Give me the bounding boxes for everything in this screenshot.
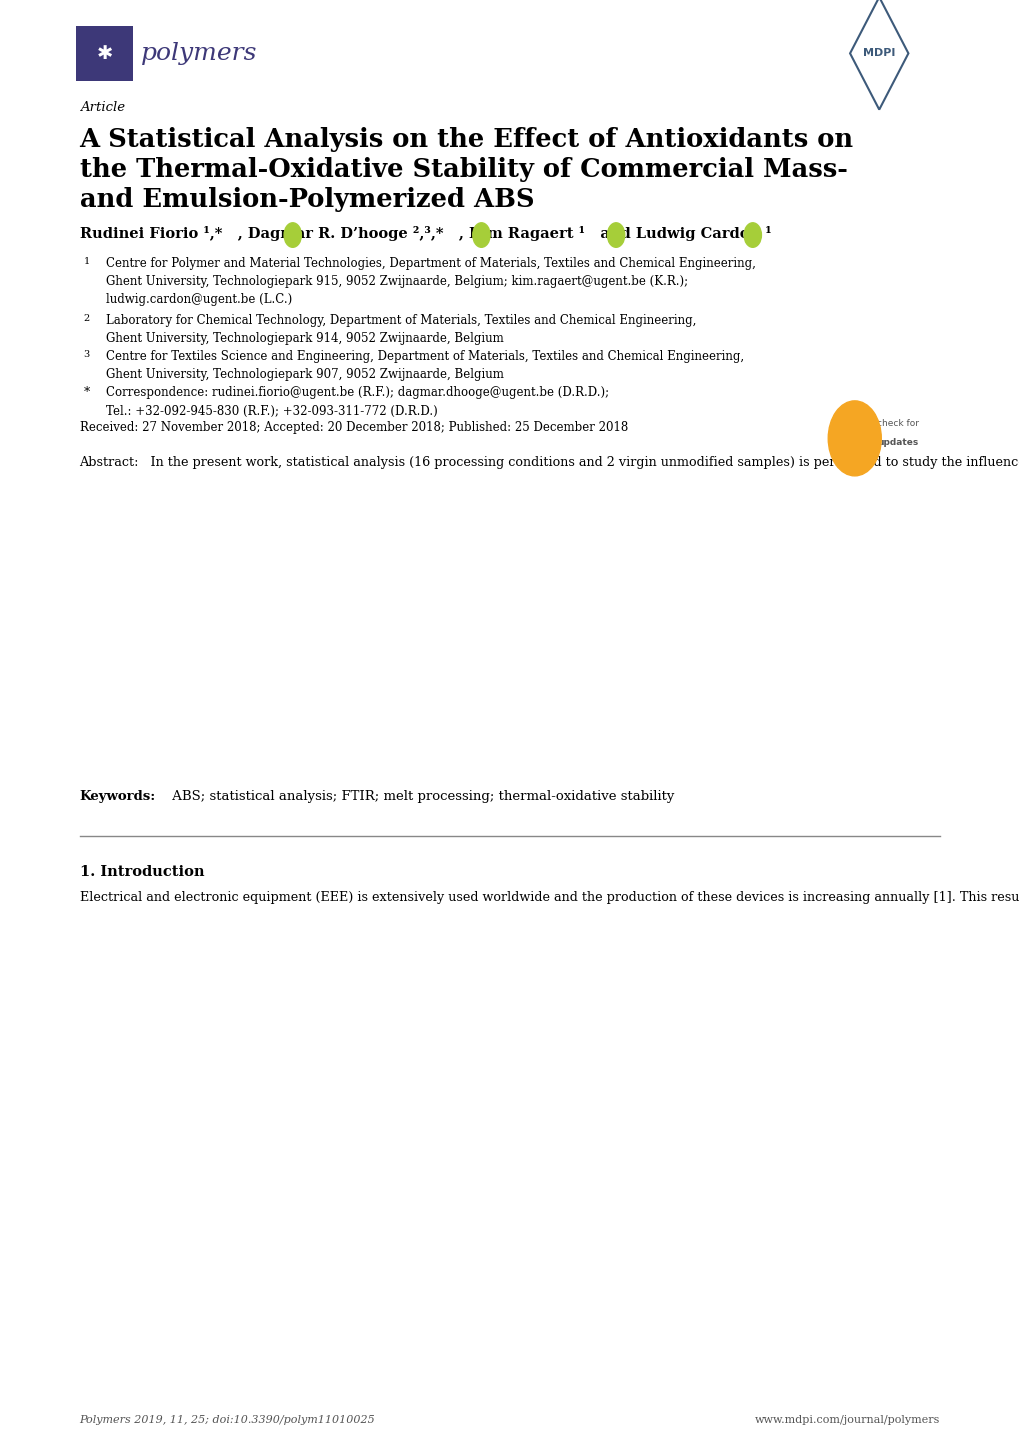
Text: *: * [84,386,90,399]
Text: ABS; statistical analysis; FTIR; melt processing; thermal-oxidative stability: ABS; statistical analysis; FTIR; melt pr… [168,790,674,803]
Text: Article: Article [79,101,124,114]
Text: A Statistical Analysis on the Effect of Antioxidants on: A Statistical Analysis on the Effect of … [79,127,853,151]
Text: Abstract:   In the present work, statistical analysis (16 processing conditions : Abstract: In the present work, statistic… [79,456,1019,469]
Text: 1. Introduction: 1. Introduction [79,865,204,880]
Text: MDPI: MDPI [862,49,895,58]
Text: Correspondence: rudinei.fiorio@ugent.be (R.F.); dagmar.dhooge@ugent.be (D.R.D.);: Correspondence: rudinei.fiorio@ugent.be … [106,386,608,417]
Circle shape [283,222,302,248]
Text: i: i [614,231,616,239]
Text: Laboratory for Chemical Technology, Department of Materials, Textiles and Chemic: Laboratory for Chemical Technology, Depa… [106,314,696,345]
Text: Received: 27 November 2018; Accepted: 20 December 2018; Published: 25 December 2: Received: 27 November 2018; Accepted: 20… [79,421,628,434]
Text: Rudinei Fiorio ¹,*   , Dagmar R. D’hooge ²,³,*   , Kim Ragaert ¹   and Ludwig Ca: Rudinei Fiorio ¹,* , Dagmar R. D’hooge ²… [79,226,770,241]
Text: the Thermal-Oxidative Stability of Commercial Mass-: the Thermal-Oxidative Stability of Comme… [79,157,847,182]
Text: Electrical and electronic equipment (EEE) is extensively used worldwide and the : Electrical and electronic equipment (EEE… [79,891,1019,904]
Text: 3: 3 [84,350,90,359]
Circle shape [607,222,624,248]
FancyBboxPatch shape [76,26,132,81]
Text: 1: 1 [84,257,90,265]
Text: Keywords:: Keywords: [79,790,156,803]
Text: ✱: ✱ [96,43,113,63]
Text: i: i [751,231,753,239]
Text: i: i [291,231,293,239]
Text: 2: 2 [84,314,90,323]
Circle shape [473,222,490,248]
Text: www.mdpi.com/journal/polymers: www.mdpi.com/journal/polymers [754,1415,940,1425]
Text: Polymers 2019, 11, 25; doi:10.3390/polym11010025: Polymers 2019, 11, 25; doi:10.3390/polym… [79,1415,375,1425]
Text: updates: updates [876,438,917,447]
Text: Centre for Textiles Science and Engineering, Department of Materials, Textiles a: Centre for Textiles Science and Engineer… [106,350,744,381]
Circle shape [744,222,760,248]
Text: check for: check for [876,420,918,428]
Text: polymers: polymers [141,42,257,65]
Text: i: i [480,231,482,239]
Text: Centre for Polymer and Material Technologies, Department of Materials, Textiles : Centre for Polymer and Material Technolo… [106,257,755,306]
Circle shape [827,401,880,476]
Text: and Emulsion-Polymerized ABS: and Emulsion-Polymerized ABS [79,187,534,212]
Text: ✓: ✓ [847,424,857,438]
